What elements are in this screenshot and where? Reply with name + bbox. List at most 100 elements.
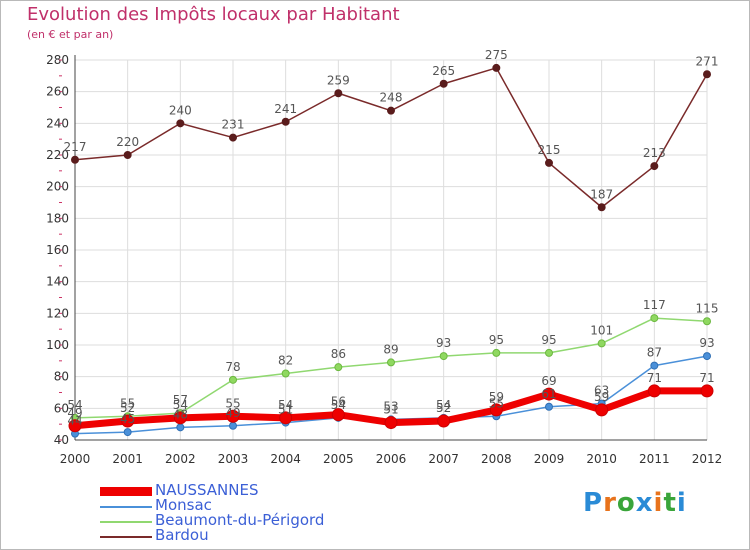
- chart-title: Evolution des Impôts locaux par Habitant: [27, 4, 400, 25]
- data-point-naussannes: [647, 384, 661, 398]
- data-point-naussannes: [68, 419, 82, 433]
- data-point-bardou: [545, 158, 553, 167]
- y-tick-label: 100: [46, 338, 69, 352]
- data-point-beaumont-du-p-rigord: [281, 369, 290, 378]
- data-point-bardou: [334, 89, 343, 98]
- data-point-naussannes: [279, 411, 293, 425]
- data-label-monsac: 61: [541, 387, 556, 401]
- data-point-naussannes: [226, 409, 240, 423]
- legend-label: Beaumont-du-Périgord: [155, 511, 325, 529]
- data-label-naussannes: 56: [331, 395, 346, 409]
- y-tick-label: 160: [46, 243, 69, 257]
- data-label-naussannes: 59: [594, 390, 609, 404]
- data-point-bardou: [492, 63, 501, 72]
- data-point-beaumont-du-p-rigord: [334, 363, 343, 372]
- data-label-beaumont-du-p-rigord: 54: [67, 398, 82, 412]
- data-label-naussannes: 69: [541, 374, 556, 388]
- y-tick-label: 200: [46, 180, 69, 194]
- data-label-beaumont-du-p-rigord: 55: [120, 396, 135, 410]
- data-point-naussannes: [542, 387, 556, 401]
- data-label-bardou: 220: [116, 135, 139, 149]
- data-label-naussannes: 54: [173, 398, 188, 412]
- data-point-naussannes: [489, 403, 503, 417]
- data-label-beaumont-du-p-rigord: 86: [331, 347, 346, 361]
- data-label-beaumont-du-p-rigord: 89: [383, 342, 398, 356]
- data-point-bardou: [387, 106, 395, 115]
- data-label-bardou: 259: [327, 73, 350, 87]
- x-tick-label: 2001: [112, 452, 143, 466]
- chart-subtitle: (en € et par an): [27, 28, 114, 41]
- logo-letter: r: [603, 488, 617, 518]
- data-point-beaumont-du-p-rigord: [492, 348, 501, 357]
- logo-letter: t: [663, 488, 677, 518]
- data-label-beaumont-du-p-rigord: 95: [489, 333, 504, 347]
- proxiti-logo: Proxiti: [583, 488, 687, 518]
- legend-swatch-monsac: [100, 506, 152, 508]
- data-label-monsac: 63: [594, 384, 609, 398]
- y-tick-label: 260: [46, 85, 69, 99]
- legend-label: Monsac: [155, 496, 212, 514]
- data-label-bardou: 248: [380, 91, 403, 105]
- data-point-monsac: [545, 402, 553, 411]
- data-point-naussannes: [595, 403, 609, 417]
- data-point-bardou: [176, 119, 185, 128]
- data-label-bardou: 213: [643, 146, 666, 160]
- data-label-bardou: 271: [696, 54, 719, 68]
- data-label-bardou: 187: [590, 187, 613, 201]
- x-tick-label: 2000: [60, 452, 91, 466]
- data-label-beaumont-du-p-rigord: 93: [436, 336, 451, 350]
- logo-letter: i: [653, 488, 664, 518]
- data-label-beaumont-du-p-rigord: 101: [590, 323, 613, 337]
- data-point-bardou: [439, 79, 448, 88]
- data-label-naussannes: 52: [436, 401, 451, 415]
- x-tick-label: 2010: [586, 452, 617, 466]
- data-point-bardou: [281, 117, 290, 126]
- data-label-bardou: 215: [538, 143, 561, 157]
- data-point-bardou: [71, 155, 79, 164]
- data-label-bardou: 217: [64, 140, 87, 154]
- logo-letter: i: [676, 488, 687, 518]
- x-tick-label: 2012: [692, 452, 723, 466]
- data-point-beaumont-du-p-rigord: [387, 358, 395, 367]
- data-label-naussannes: 49: [67, 406, 82, 420]
- data-point-monsac: [703, 352, 711, 361]
- data-point-monsac: [123, 428, 132, 437]
- y-tick-label: 120: [46, 306, 69, 320]
- data-point-naussannes: [173, 411, 187, 425]
- data-point-monsac: [229, 421, 237, 430]
- data-point-beaumont-du-p-rigord: [545, 348, 553, 357]
- legend-swatch-naussannes: [100, 487, 152, 496]
- data-point-monsac: [176, 423, 185, 432]
- data-point-bardou: [650, 162, 659, 171]
- data-point-bardou: [123, 151, 132, 159]
- data-label-monsac: 49: [225, 406, 240, 420]
- data-label-bardou: 240: [169, 103, 192, 117]
- data-label-beaumont-du-p-rigord: 95: [541, 333, 556, 347]
- y-tick-label: 220: [46, 148, 69, 162]
- y-tick-label: 280: [46, 53, 69, 67]
- data-label-beaumont-du-p-rigord: 57: [173, 393, 188, 407]
- y-tick-label: 180: [46, 211, 69, 225]
- x-tick-label: 2008: [481, 452, 512, 466]
- data-label-monsac: 53: [383, 399, 398, 413]
- data-label-naussannes: 54: [278, 398, 293, 412]
- data-label-monsac: 45: [120, 412, 135, 426]
- data-label-naussannes: 71: [699, 371, 714, 385]
- data-label-bardou: 265: [432, 64, 455, 78]
- data-point-monsac: [650, 361, 659, 370]
- logo-letter: P: [583, 488, 604, 518]
- y-tick-label: 140: [46, 275, 69, 289]
- data-label-naussannes: 52: [120, 401, 135, 415]
- legend-swatch-beaumont: [100, 521, 152, 523]
- y-tick-label: 240: [46, 116, 69, 130]
- data-label-naussannes: 55: [225, 396, 240, 410]
- x-tick-label: 2005: [323, 452, 354, 466]
- data-label-monsac: 44: [67, 414, 82, 428]
- data-label-beaumont-du-p-rigord: 78: [225, 360, 240, 374]
- data-label-naussannes: 71: [647, 371, 662, 385]
- x-tick-label: 2004: [270, 452, 301, 466]
- data-point-bardou: [229, 133, 237, 142]
- data-label-monsac: 93: [699, 336, 714, 350]
- data-label-beaumont-du-p-rigord: 117: [643, 298, 666, 312]
- data-label-naussannes: 59: [489, 390, 504, 404]
